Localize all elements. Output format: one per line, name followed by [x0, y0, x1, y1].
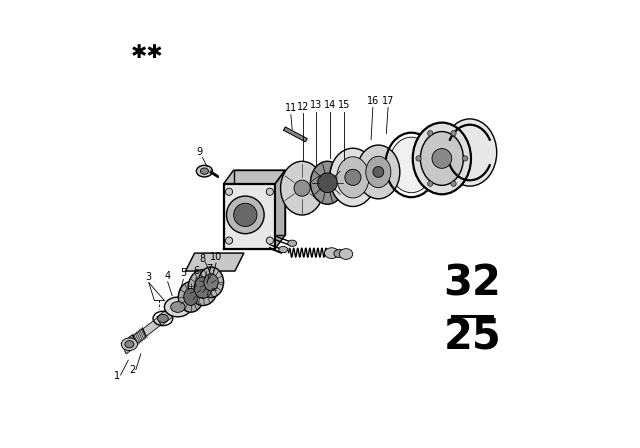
- Ellipse shape: [310, 161, 344, 204]
- Ellipse shape: [432, 149, 452, 168]
- Polygon shape: [122, 335, 138, 354]
- Ellipse shape: [413, 123, 471, 194]
- Polygon shape: [143, 318, 161, 336]
- Text: 11: 11: [285, 103, 297, 113]
- Ellipse shape: [279, 246, 288, 253]
- Text: ✱✱: ✱✱: [131, 43, 164, 62]
- Polygon shape: [284, 127, 307, 142]
- Polygon shape: [133, 329, 146, 344]
- Ellipse shape: [337, 157, 369, 198]
- Ellipse shape: [266, 237, 273, 244]
- Text: 32: 32: [444, 263, 501, 305]
- Text: 8: 8: [200, 254, 205, 264]
- Ellipse shape: [266, 188, 273, 195]
- Ellipse shape: [345, 169, 361, 185]
- Ellipse shape: [280, 161, 324, 215]
- Ellipse shape: [198, 267, 223, 297]
- Text: 15: 15: [337, 100, 350, 110]
- Ellipse shape: [225, 188, 233, 195]
- Ellipse shape: [463, 156, 468, 161]
- Polygon shape: [200, 271, 220, 294]
- Text: 3: 3: [146, 272, 152, 282]
- Text: 10: 10: [210, 252, 222, 262]
- Ellipse shape: [373, 167, 384, 177]
- Ellipse shape: [184, 289, 198, 306]
- Polygon shape: [187, 284, 205, 302]
- Polygon shape: [234, 170, 285, 235]
- Ellipse shape: [443, 119, 497, 186]
- Ellipse shape: [200, 168, 209, 174]
- Text: 9: 9: [197, 146, 203, 156]
- Ellipse shape: [196, 165, 212, 177]
- Polygon shape: [224, 170, 285, 184]
- Text: 1: 1: [115, 370, 120, 380]
- Text: 12: 12: [297, 102, 310, 112]
- Polygon shape: [173, 293, 191, 314]
- Ellipse shape: [188, 270, 218, 306]
- Ellipse shape: [157, 314, 168, 323]
- Text: 25: 25: [444, 316, 501, 358]
- Polygon shape: [275, 170, 285, 249]
- Ellipse shape: [234, 203, 257, 227]
- Ellipse shape: [288, 240, 297, 246]
- Ellipse shape: [125, 340, 134, 348]
- Ellipse shape: [416, 156, 421, 161]
- Ellipse shape: [389, 137, 434, 193]
- Ellipse shape: [194, 277, 212, 298]
- Ellipse shape: [428, 130, 433, 136]
- Text: 4: 4: [164, 271, 171, 280]
- Ellipse shape: [164, 297, 191, 317]
- Ellipse shape: [179, 282, 204, 312]
- Ellipse shape: [330, 148, 376, 207]
- Text: 2: 2: [130, 365, 136, 375]
- Ellipse shape: [227, 196, 264, 234]
- Text: 16: 16: [367, 96, 379, 106]
- Ellipse shape: [451, 181, 456, 186]
- Text: 17: 17: [382, 96, 394, 106]
- Polygon shape: [157, 305, 177, 326]
- Ellipse shape: [334, 250, 344, 258]
- Ellipse shape: [324, 248, 339, 258]
- Ellipse shape: [171, 302, 185, 312]
- Text: 14: 14: [324, 100, 336, 110]
- Ellipse shape: [225, 237, 233, 244]
- Text: 13: 13: [310, 100, 323, 110]
- Text: 6: 6: [193, 266, 200, 276]
- Ellipse shape: [204, 274, 218, 291]
- Ellipse shape: [451, 130, 456, 136]
- Text: 7: 7: [206, 264, 212, 274]
- Ellipse shape: [428, 181, 433, 186]
- Polygon shape: [186, 253, 244, 271]
- Polygon shape: [224, 184, 275, 249]
- Ellipse shape: [339, 249, 353, 259]
- Text: 5: 5: [180, 268, 186, 278]
- Ellipse shape: [317, 173, 337, 193]
- Ellipse shape: [420, 132, 463, 185]
- Ellipse shape: [294, 180, 310, 196]
- Ellipse shape: [122, 338, 138, 350]
- Ellipse shape: [357, 145, 400, 199]
- Ellipse shape: [366, 156, 391, 188]
